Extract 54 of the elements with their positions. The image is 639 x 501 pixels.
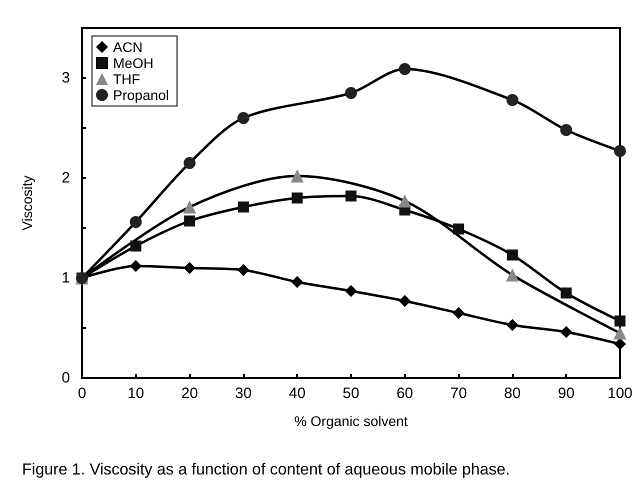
y-tick-label: 1 [62,270,70,286]
point [345,87,357,99]
y-tick-label: 3 [62,70,70,86]
x-tick-label: 20 [181,385,198,402]
point [291,276,304,288]
point [453,224,464,234]
legend-label: THF [113,71,140,87]
x-tick-label: 50 [342,385,360,402]
point [398,295,411,307]
point [130,216,142,228]
point [183,200,196,214]
point [130,260,142,272]
point [614,145,626,157]
y-tick-label: 2 [62,170,70,186]
point [614,316,626,326]
point [506,268,519,282]
point [184,216,196,226]
y-axis-title: Viscosity [19,176,35,230]
point [614,326,626,340]
point [130,240,142,252]
point [506,94,518,106]
caption: Figure 1. Viscosity as a function of content of aqueous mobile phase. [22,462,510,478]
point [184,262,196,274]
point [506,250,518,260]
point [290,170,304,182]
point [560,288,572,298]
x-tick-label: 90 [558,385,575,402]
x-tick-label: 80 [504,385,521,402]
x-tick-label: 60 [396,385,414,402]
x-tick-label: 10 [127,385,144,402]
x-tick-label: 0 [78,385,86,402]
x-tick-label: 40 [288,385,306,402]
point [238,202,249,212]
point [345,285,357,297]
point [560,124,572,136]
point [237,112,250,124]
x-tick-label: 70 [450,385,467,402]
x-tick-label: 30 [235,385,252,402]
legend-label: MeOH [113,55,154,71]
x-tick-label: 100 [607,385,633,402]
point [398,194,412,208]
point [560,326,572,338]
point [506,319,518,331]
point [452,307,465,319]
point [237,264,250,276]
point [614,338,626,350]
y-tick-label: 0 [62,370,70,386]
legend-label: Propanol [113,87,170,103]
point [398,63,411,75]
x-axis-title: % Organic solvent [294,413,408,429]
point [184,157,196,169]
point [292,192,303,204]
point [346,190,356,202]
legend-label: ACN [113,39,143,55]
